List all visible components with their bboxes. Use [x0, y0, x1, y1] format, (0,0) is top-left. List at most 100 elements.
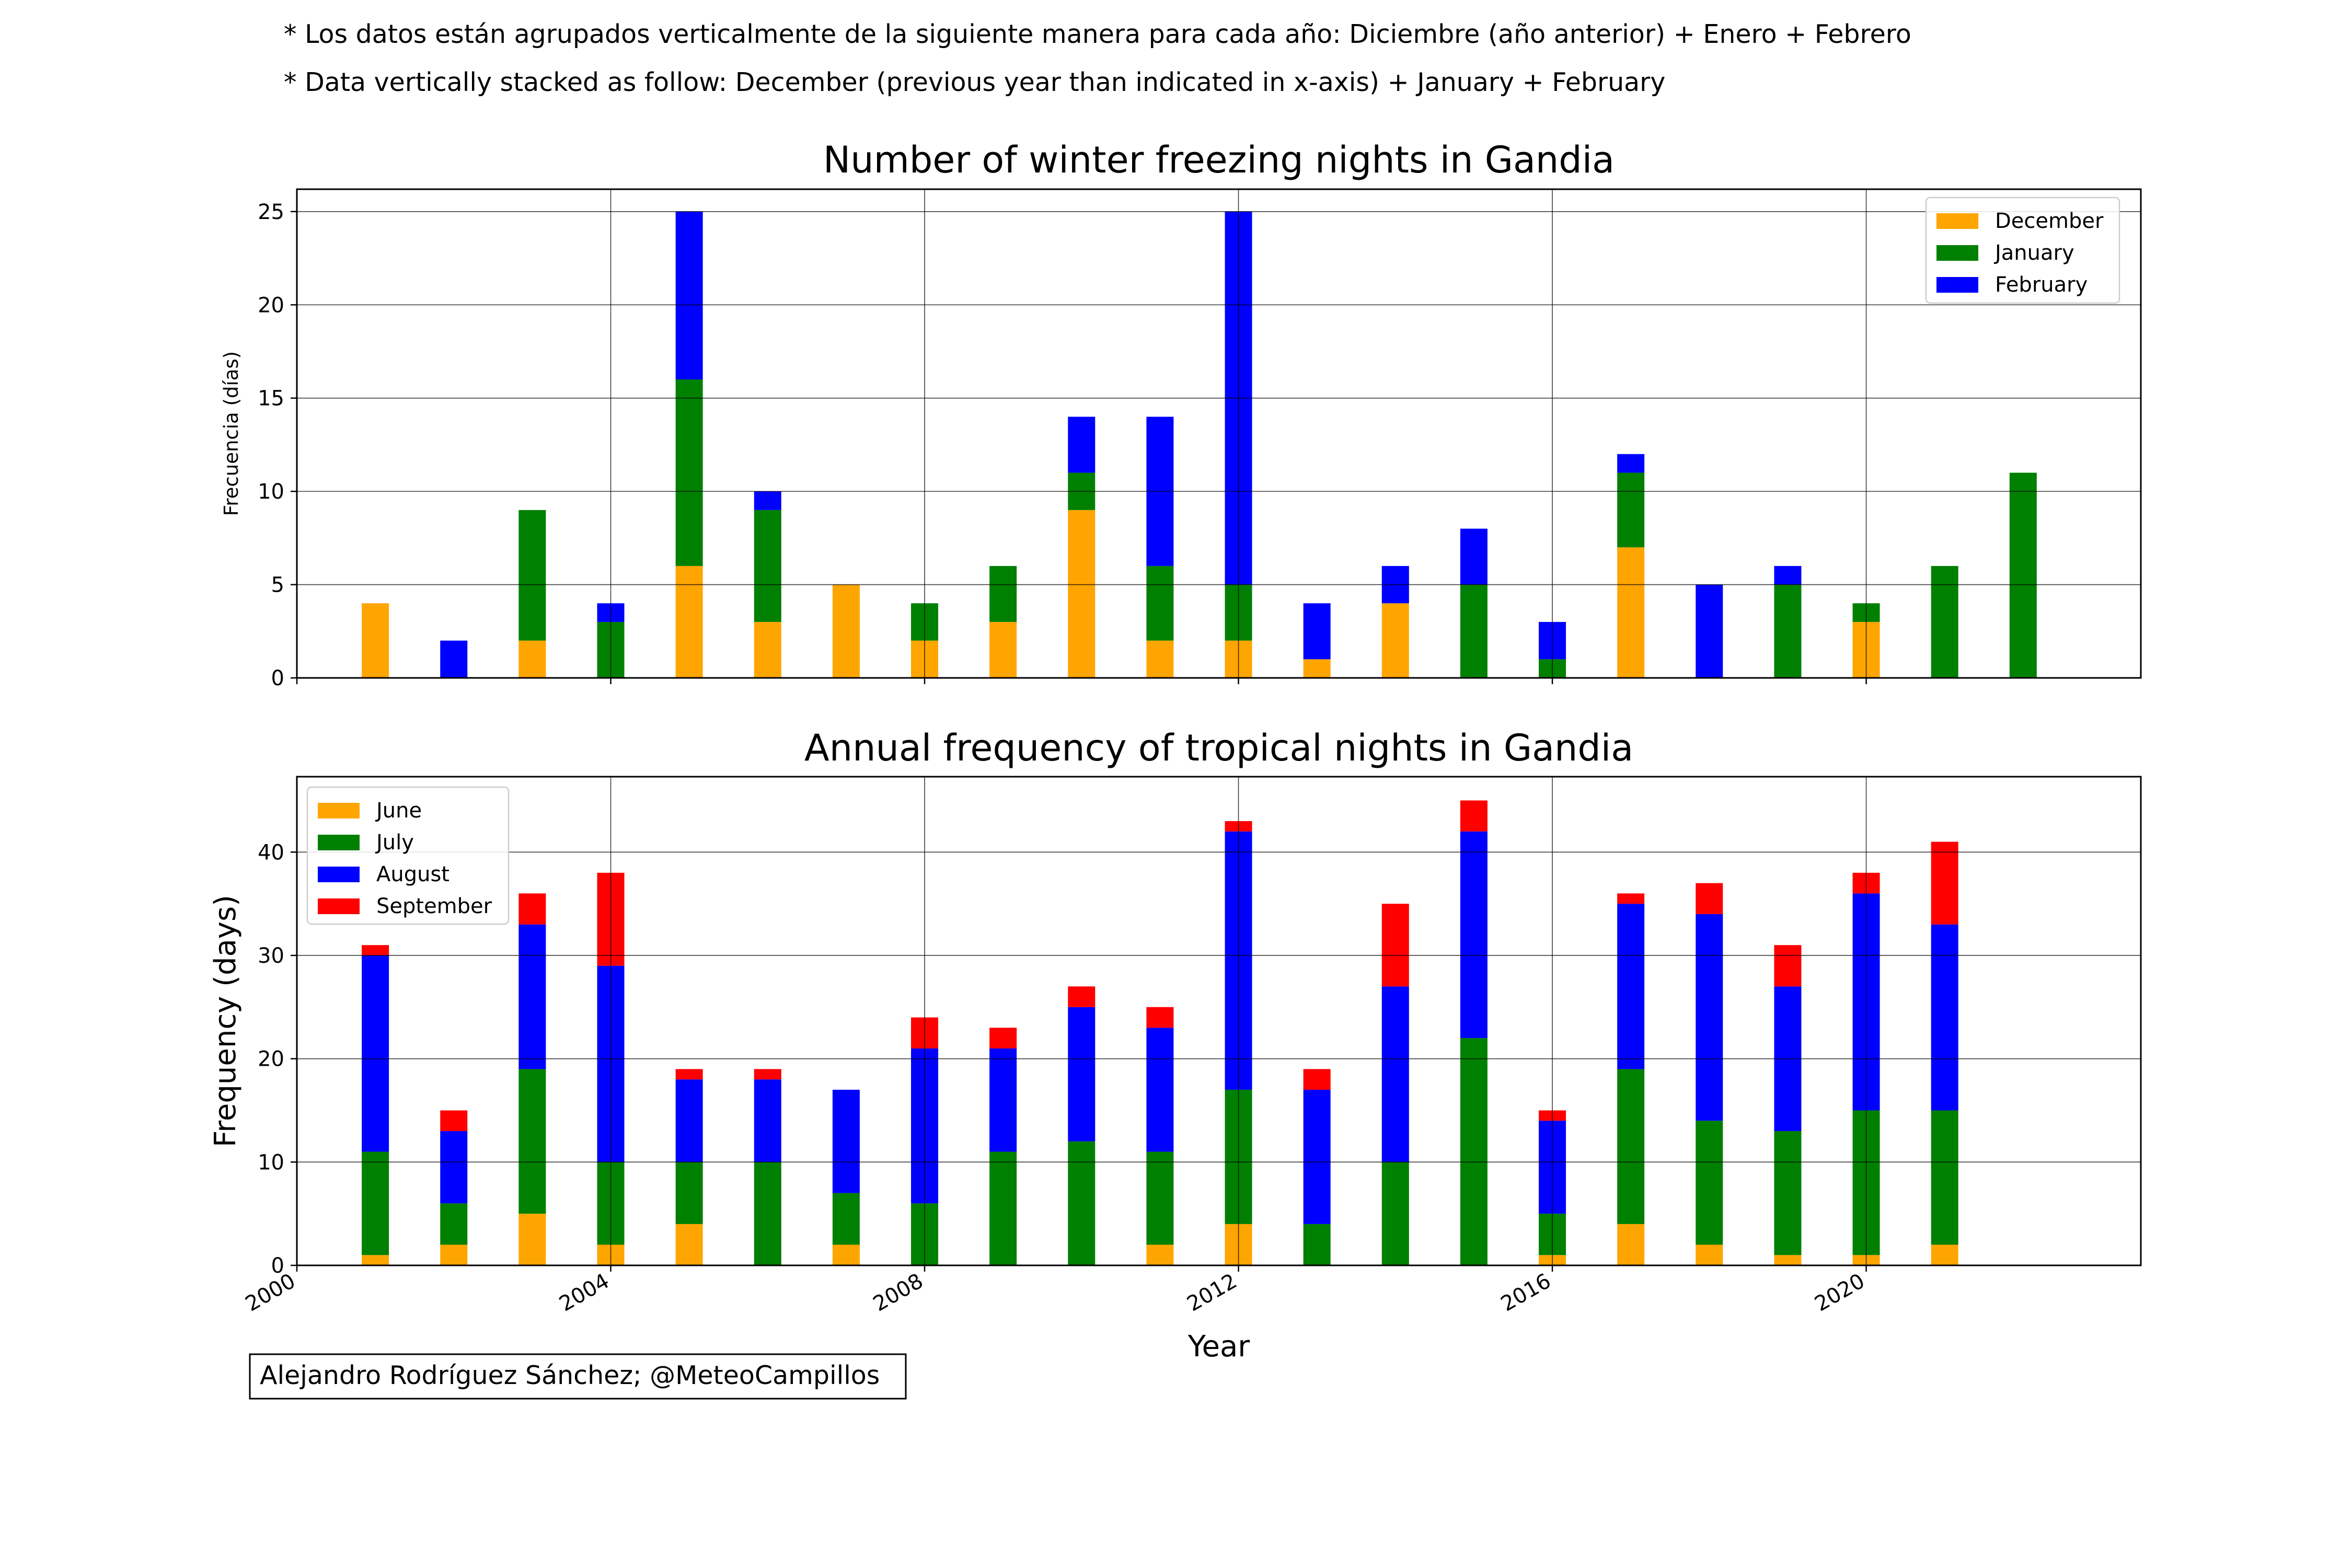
freezing-bar-february-2018	[1696, 584, 1723, 678]
tropical-bar-august-2011	[1146, 1028, 1174, 1152]
tropical-bar-july-2018	[1696, 1121, 1723, 1245]
tropical-bar-june-2018	[1696, 1244, 1723, 1265]
tropical-bar-july-2015	[1460, 1038, 1488, 1265]
freezing-bar-january-2015	[1460, 584, 1488, 678]
tropical-bar-june-2017	[1617, 1224, 1645, 1265]
tropical-bar-september-2021	[1931, 841, 1958, 925]
freezing-ytick-label-15: 15	[258, 387, 284, 411]
tropical-bar-june-2019	[1774, 1255, 1802, 1265]
tropical-bar-august-2002	[440, 1131, 468, 1204]
tropical-bar-july-2013	[1303, 1224, 1331, 1265]
tropical-ytick-label-40: 40	[258, 840, 284, 864]
tropical-bar-september-2002	[440, 1110, 468, 1132]
tropical-bar-august-2014	[1381, 986, 1409, 1162]
note-english: * Data vertically stacked as follow: Dec…	[284, 67, 1665, 97]
freezing-ytick-label-5: 5	[271, 573, 284, 597]
tropical-bar-july-2003	[518, 1069, 546, 1214]
freezing-bar-december-2001	[362, 603, 389, 678]
tropical-bar-august-2018	[1696, 914, 1723, 1121]
freezing-bar-january-2009	[989, 566, 1017, 622]
tropical-xtick-label-2012: 2012	[1183, 1269, 1241, 1317]
tropical-x-axis-label: Year	[1187, 1330, 1251, 1364]
tropical-xtick-label-2016: 2016	[1497, 1269, 1555, 1317]
tropical-bar-august-2009	[989, 1048, 1017, 1152]
tropical-bar-september-2015	[1460, 800, 1488, 832]
freezing-bar-january-2011	[1146, 566, 1174, 641]
tropical-legend-label-august: August	[376, 862, 449, 886]
tropical-bar-august-2001	[362, 955, 389, 1152]
freezing-bar-february-2010	[1068, 417, 1096, 473]
tropical-bar-september-2010	[1068, 986, 1096, 1007]
tropical-bar-august-2017	[1617, 904, 1645, 1069]
freezing-legend-swatch-january	[1936, 245, 1978, 261]
tropical-bar-september-2011	[1146, 1007, 1174, 1028]
tropical-bar-july-2002	[440, 1203, 468, 1245]
tropical-bar-september-2014	[1381, 904, 1409, 987]
freezing-bar-december-2017	[1617, 547, 1645, 678]
tropical-bar-july-2009	[989, 1151, 1017, 1265]
freezing-bar-january-2005	[675, 379, 703, 566]
freezing-bar-december-2009	[989, 621, 1017, 678]
tropical-bar-august-2021	[1931, 924, 1958, 1111]
tropical-bar-june-2005	[675, 1224, 703, 1265]
freezing-chart-title: Number of winter freezing nights in Gand…	[823, 139, 1615, 181]
tropical-bar-september-2013	[1303, 1069, 1331, 1090]
freezing-bar-february-2017	[1617, 454, 1645, 473]
tropical-legend-swatch-september	[318, 898, 360, 914]
freezing-ytick-label-20: 20	[258, 293, 284, 317]
tropical-ytick-label-0: 0	[271, 1254, 284, 1278]
tropical-bar-june-2003	[518, 1214, 546, 1265]
tropical-bar-september-2018	[1696, 883, 1723, 914]
tropical-bar-june-2002	[440, 1244, 468, 1265]
tropical-bar-august-2003	[518, 924, 546, 1069]
tropical-bar-august-2007	[832, 1089, 860, 1193]
freezing-legend-label-february: February	[1995, 273, 2088, 297]
tropical-bar-august-2015	[1460, 831, 1488, 1039]
tropical-chart-title: Annual frequency of tropical nights in G…	[804, 727, 1633, 769]
tropical-bar-september-2017	[1617, 893, 1645, 904]
freezing-bar-december-2013	[1303, 659, 1331, 678]
freezing-y-axis-label: Frecuencia (días)	[220, 351, 243, 516]
tropical-legend-label-september: September	[376, 894, 492, 918]
tropical-axes-frame	[296, 776, 2142, 1266]
tropical-bar-september-2001	[362, 945, 389, 955]
tropical-xtick-label-2004: 2004	[555, 1269, 613, 1317]
freezing-bar-january-2019	[1774, 584, 1802, 678]
freezing-bar-december-2011	[1146, 640, 1174, 678]
freezing-ytick-label-25: 25	[258, 200, 284, 224]
tropical-xtick-label-2000: 2000	[241, 1269, 299, 1317]
freezing-bar-december-2003	[518, 640, 546, 678]
credit-frame	[249, 1353, 907, 1400]
tropical-bar-july-2019	[1774, 1131, 1802, 1255]
credit-text: Alejandro Rodríguez Sánchez; @MeteoCampi…	[260, 1361, 880, 1390]
winter-freezing-nights-chart: Number of winter freezing nights in Gand…	[220, 139, 2142, 690]
freezing-bar-december-2010	[1068, 510, 1096, 678]
tropical-bar-june-2007	[832, 1244, 860, 1265]
freezing-bar-december-2014	[1381, 603, 1409, 678]
tropical-bar-july-2021	[1931, 1110, 1958, 1245]
freezing-bar-january-2006	[754, 510, 781, 622]
tropical-bar-september-2019	[1774, 945, 1802, 987]
freezing-bar-february-2019	[1774, 566, 1802, 585]
note-spanish: * Los datos están agrupados verticalment…	[284, 19, 1911, 49]
credit-box: Alejandro Rodríguez Sánchez; @MeteoCampi…	[249, 1353, 907, 1400]
freezing-bar-december-2005	[675, 566, 703, 678]
freezing-bar-january-2003	[518, 510, 546, 641]
tropical-ytick-label-20: 20	[258, 1047, 284, 1071]
freezing-axes-frame	[296, 188, 2142, 679]
tropical-bar-august-2010	[1068, 1007, 1096, 1142]
tropical-bar-july-2010	[1068, 1141, 1096, 1265]
freezing-legend-label-december: December	[1995, 209, 2104, 233]
tropical-y-axis-label: Frequency (days)	[209, 895, 243, 1147]
tropical-legend-swatch-august	[318, 867, 360, 882]
freezing-bar-february-2013	[1303, 603, 1331, 660]
freezing-legend-swatch-december	[1936, 213, 1978, 229]
tropical-bar-june-2021	[1931, 1244, 1958, 1265]
tropical-bar-july-2014	[1381, 1162, 1409, 1265]
tropical-bar-august-2013	[1303, 1089, 1331, 1224]
tropical-xtick-label-2008: 2008	[869, 1269, 927, 1317]
tropical-bar-september-2003	[518, 893, 546, 925]
freezing-bar-january-2021	[1931, 566, 1958, 678]
freezing-legend-swatch-february	[1936, 277, 1978, 293]
tropical-xtick-label-2020: 2020	[1811, 1269, 1869, 1317]
